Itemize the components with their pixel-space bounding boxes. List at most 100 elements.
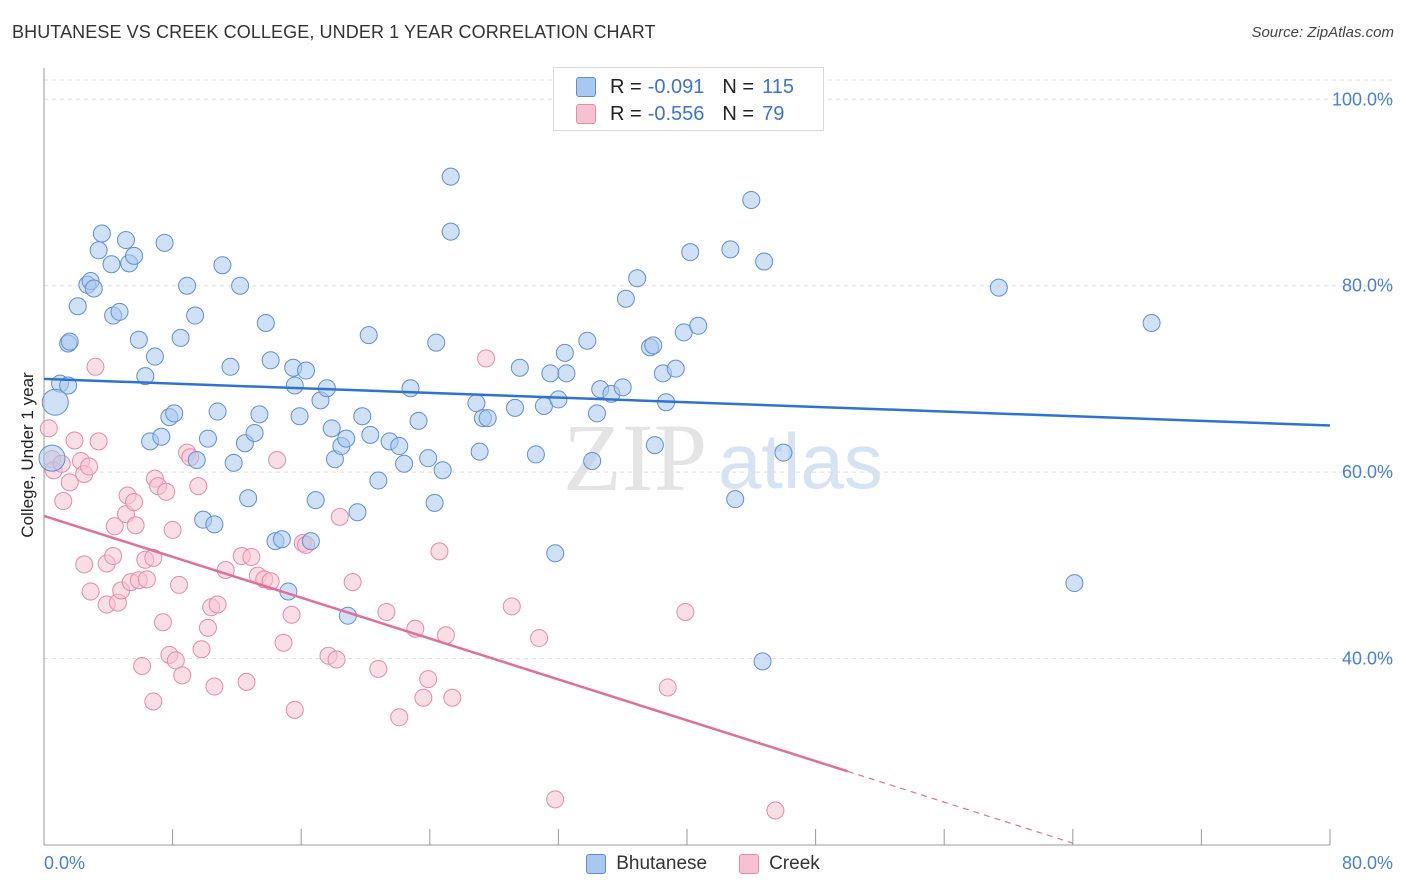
legend-swatch-creek [739,854,760,874]
creek-point [163,520,182,539]
creek-point [54,492,73,511]
bhutanese-point [583,451,602,470]
creek-point [414,688,433,707]
bhutanese-point [186,306,205,325]
bhutanese-point [250,405,269,424]
legend-swatch-bhutanese [576,77,596,97]
creek-point [60,473,79,492]
creek-point [274,633,293,652]
creek-point [144,692,163,711]
bhutanese-point [666,359,685,378]
bhutanese-point [628,269,647,288]
bhutanese-point [510,358,529,377]
watermark: ZIP atlas [563,404,883,511]
creek-regression-line [43,514,849,773]
bhutanese-point [774,443,793,462]
bhutanese-point [129,330,148,349]
creek-point [192,640,211,659]
bhutanese-point [616,289,635,308]
creek-point [105,517,124,536]
creek-point [430,542,449,561]
bhutanese-point [395,454,414,473]
bhutanese-point [213,256,232,275]
legend-n-label: N = [722,75,755,98]
bhutanese-point [245,423,264,442]
bhutanese-point [136,367,155,386]
creek-point [126,516,145,535]
bhutanese-point [297,361,316,380]
bhutanese-point [478,409,497,428]
bhutanese-point [419,449,438,468]
creek-point [268,451,287,470]
bhutanese-point [102,255,121,274]
grid-lines [44,79,1393,660]
bhutanese-point [125,246,144,265]
bhutanese-point [613,378,632,397]
bhutanese-point [587,404,606,423]
bhutanese-point [38,444,66,472]
bhutanese-point [337,429,356,448]
bhutanese-point [261,351,280,370]
tick-labels: 100.0% 80.0% 60.0% 40.0% 0.0% 80.0% [44,89,1393,873]
bhutanese-point [306,491,325,510]
legend-label-bhutanese: Bhutanese [616,853,708,874]
bhutanese-point [353,407,372,426]
bhutanese-point [208,402,227,421]
bhutanese-point [301,532,320,551]
bhutanese-point [155,233,174,252]
bhutanese-point [68,297,87,316]
creek-point [166,651,185,670]
legend-n-value: 115 [762,75,794,98]
creek-point [390,708,409,727]
bhutanese-point [753,652,772,671]
stats-legend: R = -0.091 N = 115 R = -0.556 N = 79 [553,67,824,131]
bhutanese-point [726,490,745,509]
legend-r-label: R = [610,102,642,125]
creek-point [86,357,105,376]
bhutanese-points [38,167,1161,671]
bhutanese-point [546,544,565,563]
bhutanese-point [644,336,663,355]
creek-point [208,595,227,614]
creek-point [81,582,100,601]
creek-point [330,507,349,526]
bhutanese-point [198,429,217,448]
creek-point [104,547,123,566]
creek-point [766,801,785,820]
bhutanese-point [239,489,258,508]
y-tick-label: 100.0% [1332,89,1393,109]
legend-n-value: 79 [762,102,785,125]
creek-point [477,349,496,368]
bhutanese-point [205,515,224,534]
bhutanese-point [721,240,740,259]
legend-r-label: R = [610,75,642,98]
creek-regression-extension [847,770,1073,844]
bhutanese-point [557,364,576,383]
creek-point [157,482,176,501]
creek-point [198,618,217,637]
bhutanese-point [221,357,240,376]
bhutanese-point [361,425,380,444]
bhutanese-point [526,445,545,464]
bhutanese-point [165,404,184,423]
creek-point [343,573,362,592]
bhutanese-point [359,326,378,345]
creek-point [377,602,396,621]
legend-swatch-bhutanese [586,854,607,874]
creek-point [282,605,301,624]
creek-point [189,477,208,496]
creek-point [170,575,189,594]
bhutanese-point [1065,574,1084,593]
creek-point [137,570,156,589]
creek-point [125,492,144,511]
bhutanese-point [290,407,309,426]
legend-n-label: N = [722,102,755,125]
bhutanese-point [92,224,111,243]
source-label: Source: ZipAtlas.com [1251,24,1394,41]
bhutanese-point [681,243,700,262]
bhutanese-point [441,167,460,186]
bhutanese-point [145,347,164,366]
bhutanese-point [231,276,250,295]
bhutanese-point [433,461,452,480]
